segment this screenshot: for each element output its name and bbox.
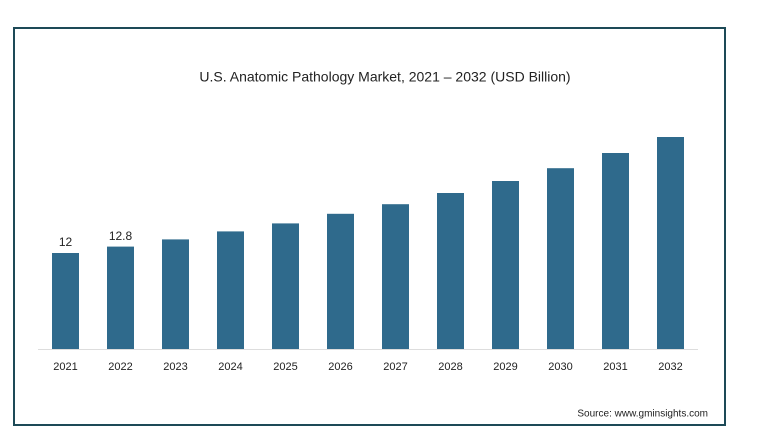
x-tick-label: 2026	[328, 361, 352, 373]
chart-title: U.S. Anatomic Pathology Market, 2021 – 2…	[199, 69, 570, 85]
source: Source: www.gminsights.com	[577, 409, 708, 420]
bar	[327, 213, 354, 349]
bar	[657, 137, 684, 349]
bar	[437, 193, 464, 349]
bar	[217, 231, 244, 349]
x-tick-label: 2031	[603, 361, 627, 373]
x-tick-label: 2023	[163, 361, 187, 373]
bar	[382, 204, 409, 349]
bar	[162, 239, 189, 349]
bar	[492, 181, 519, 349]
x-tick-label: 2028	[438, 361, 462, 373]
bar	[602, 153, 629, 349]
value-label: 12	[59, 235, 73, 249]
x-tick-label: 2021	[53, 361, 77, 373]
x-tick-label: 2029	[493, 361, 517, 373]
x-tick-label: 2024	[218, 361, 242, 373]
x-tick-label: 2022	[108, 361, 132, 373]
value-label: 12.8	[109, 229, 133, 243]
x-tick-label: 2025	[273, 361, 297, 373]
x-tick-label: 2032	[658, 361, 682, 373]
x-tick-label: 2027	[383, 361, 407, 373]
bar	[272, 223, 299, 349]
bar	[52, 253, 79, 349]
bar	[547, 168, 574, 349]
bar	[107, 246, 134, 349]
x-tick-label: 2030	[548, 361, 572, 373]
